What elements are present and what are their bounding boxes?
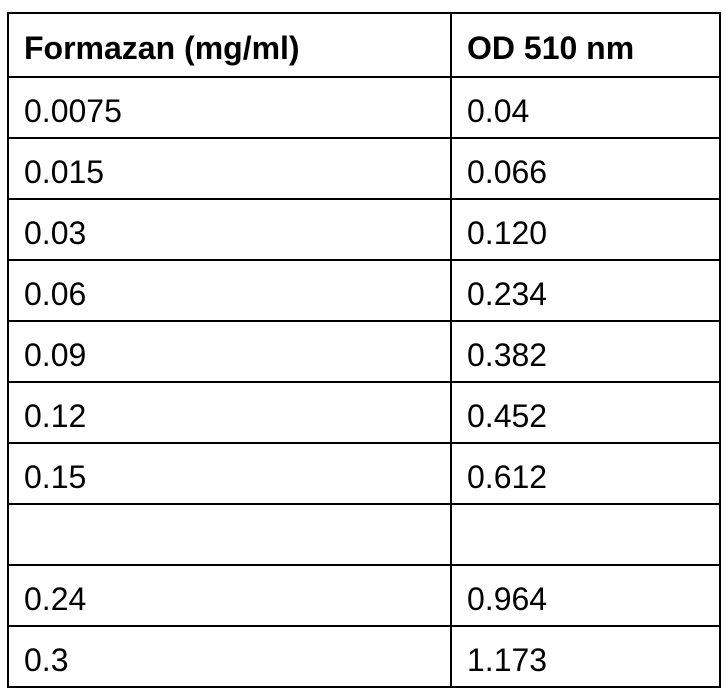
table-cell: 0.04: [450, 76, 721, 139]
table-cell: 0.120: [450, 198, 721, 261]
table-cell: 1.173: [450, 625, 721, 688]
table-cell: 0.15: [7, 442, 452, 505]
table-cell: [450, 503, 721, 566]
table-row: 0.24 0.964: [7, 564, 721, 627]
table-row: 0.09 0.382: [7, 320, 721, 383]
table-cell: 0.3: [7, 625, 452, 688]
table-cell: 0.12: [7, 381, 452, 444]
table-cell: 0.234: [450, 259, 721, 322]
table-cell: 0.612: [450, 442, 721, 505]
table-cell: 0.452: [450, 381, 721, 444]
table-row: 0.12 0.452: [7, 381, 721, 444]
header-cell: OD 510 nm: [450, 12, 721, 78]
table-cell: 0.06: [7, 259, 452, 322]
table-row: 0.03 0.120: [7, 198, 721, 261]
table-cell: [7, 503, 452, 566]
table-cell: 0.015: [7, 137, 452, 200]
table-body: 0.0075 0.04 0.015 0.066 0.03 0.120 0.06 0.234 0.…: [7, 76, 721, 688]
table-cell: 0.066: [450, 137, 721, 200]
table-cell: 0.24: [7, 564, 452, 627]
table-row: 0.15 0.612: [7, 442, 721, 505]
table-row: 0.3 1.173: [7, 625, 721, 688]
table-cell: 0.0075: [7, 76, 452, 139]
table-row: 0.06 0.234: [7, 259, 721, 322]
header-row: Formazan (mg/ml) OD 510 nm: [7, 12, 721, 78]
table-cell: 0.964: [450, 564, 721, 627]
table-cell: 0.382: [450, 320, 721, 383]
table-cell: 0.03: [7, 198, 452, 261]
table-row: 0.015 0.066: [7, 137, 721, 200]
table-row: [7, 503, 721, 566]
table-cell: 0.09: [7, 320, 452, 383]
header-cell: Formazan (mg/ml): [7, 12, 452, 78]
table-row: 0.0075 0.04: [7, 76, 721, 139]
data-table: Formazan (mg/ml) OD 510 nm 0.0075 0.04 0.01…: [7, 12, 721, 688]
